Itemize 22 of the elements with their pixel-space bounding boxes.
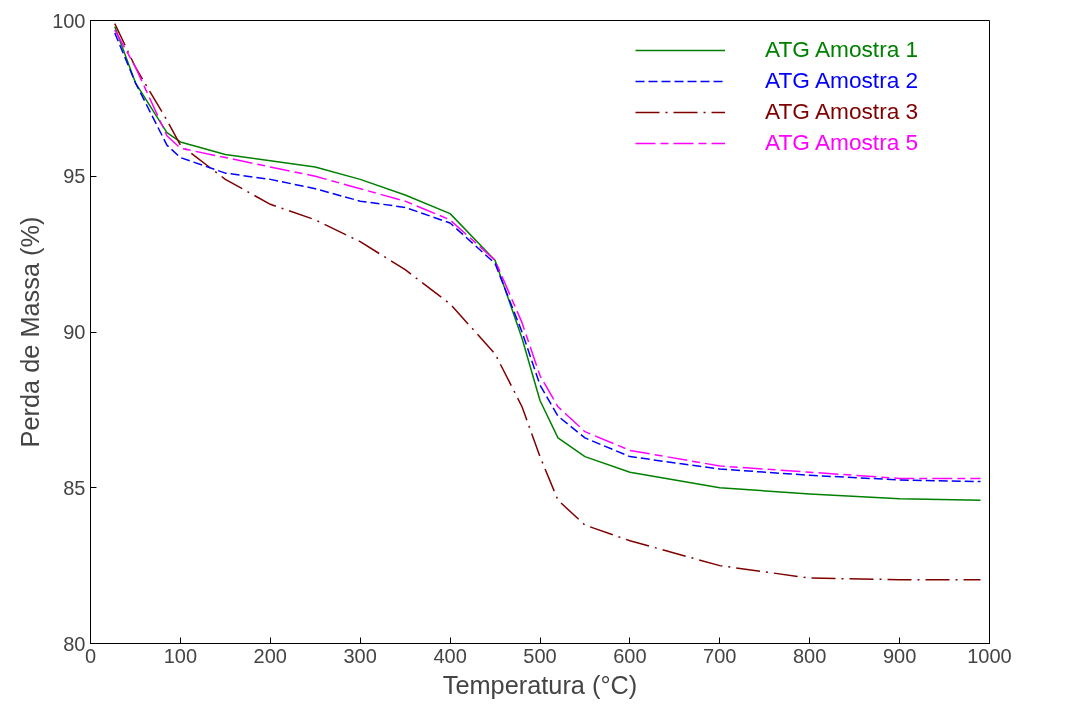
x-tick-label: 1000	[967, 644, 1012, 667]
x-tick-label: 200	[253, 644, 287, 667]
x-tick-label: 0	[84, 644, 97, 667]
x-tick-label: 300	[343, 644, 377, 667]
x-tick-label: 500	[523, 644, 557, 667]
y-tick-label: 100	[52, 9, 86, 32]
legend-label: ATG Amostra 3	[765, 98, 919, 125]
y-tick-label: 80	[63, 632, 86, 655]
y-tick-label: 95	[63, 165, 86, 188]
y-axis-title: Perda de Massa (%)	[16, 216, 45, 448]
x-tick-label: 900	[882, 644, 917, 667]
x-tick-label: 600	[613, 644, 647, 667]
legend-label: ATG Amostra 2	[765, 67, 919, 94]
x-tick-label: 100	[163, 644, 198, 667]
legend-label: ATG Amostra 1	[765, 36, 919, 63]
legend-label: ATG Amostra 5	[765, 129, 919, 156]
x-tick-label: 800	[793, 644, 827, 667]
y-tick-label: 90	[63, 321, 86, 343]
x-tick-label: 700	[703, 644, 737, 667]
x-axis-title: Temperatura (°C)	[442, 670, 638, 699]
y-tick-label: 85	[63, 476, 86, 499]
x-tick-label: 400	[433, 644, 467, 667]
